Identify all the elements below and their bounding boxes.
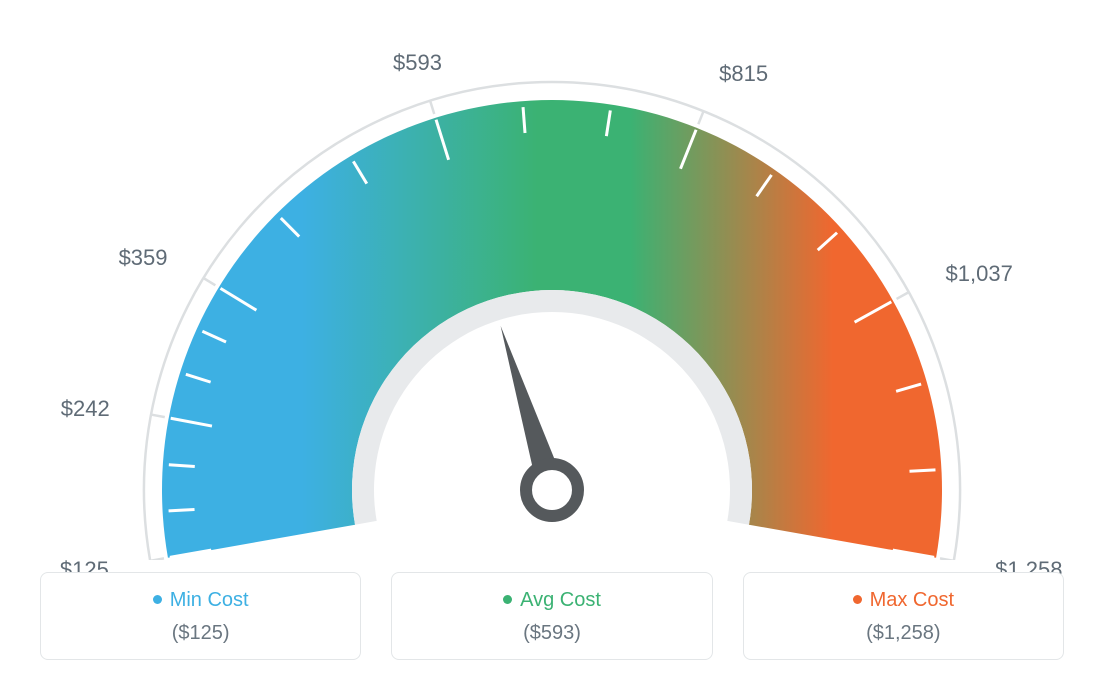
gauge-tick-label: $242 xyxy=(30,396,110,422)
min-cost-dot-icon xyxy=(153,595,162,604)
max-cost-title-text: Max Cost xyxy=(870,589,954,611)
min-cost-title: Min Cost xyxy=(41,589,360,612)
min-cost-value: ($125) xyxy=(41,622,360,645)
max-cost-card: Max Cost ($1,258) xyxy=(743,572,1064,660)
min-cost-card: Min Cost ($125) xyxy=(40,572,361,660)
gauge-tick-label: $815 xyxy=(719,61,768,87)
max-cost-title: Max Cost xyxy=(744,589,1063,612)
avg-cost-dot-icon xyxy=(503,595,512,604)
max-cost-dot-icon xyxy=(853,595,862,604)
gauge-tick-label: $359 xyxy=(88,245,168,271)
gauge-tick-label: $1,037 xyxy=(946,261,1013,287)
avg-cost-value: ($593) xyxy=(392,622,711,645)
avg-cost-card: Avg Cost ($593) xyxy=(391,572,712,660)
gauge: $125$242$359$593$815$1,037$1,258 xyxy=(0,0,1104,560)
avg-cost-title: Avg Cost xyxy=(392,589,711,612)
min-cost-title-text: Min Cost xyxy=(170,589,249,611)
gauge-tick-label: $593 xyxy=(378,50,458,76)
max-cost-value: ($1,258) xyxy=(744,622,1063,645)
legend-cards: Min Cost ($125) Avg Cost ($593) Max Cost… xyxy=(40,572,1064,660)
chart-container: $125$242$359$593$815$1,037$1,258 Min Cos… xyxy=(0,0,1104,690)
avg-cost-title-text: Avg Cost xyxy=(520,589,601,611)
gauge-svg xyxy=(0,0,1104,560)
